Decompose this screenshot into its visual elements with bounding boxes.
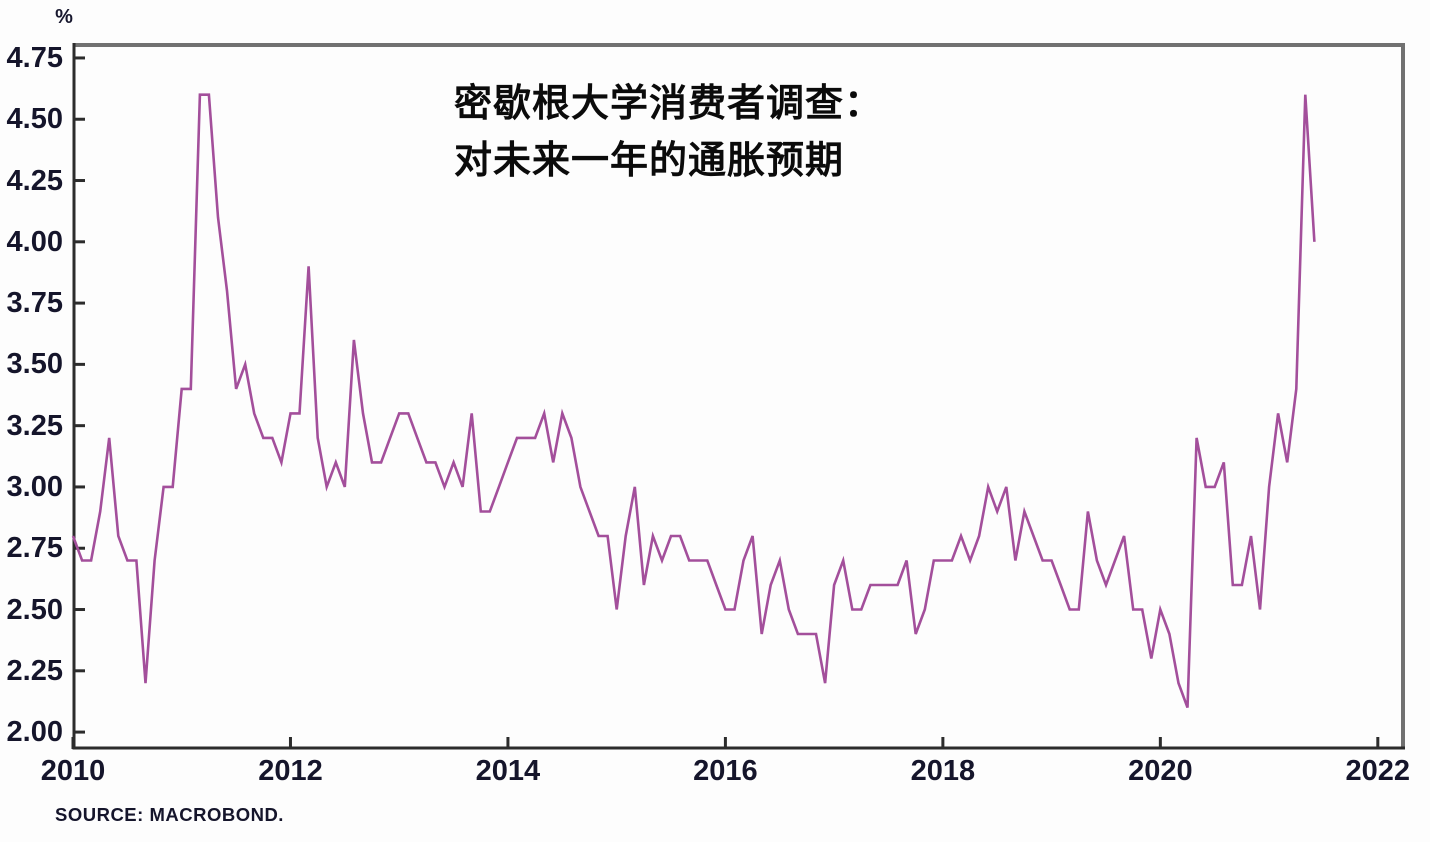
y-tick-label: 2.50 — [6, 593, 63, 626]
y-tick-label: 3.75 — [6, 287, 63, 320]
source-note: SOURCE: MACROBOND. — [55, 804, 284, 825]
y-tick-label: 3.00 — [6, 470, 63, 503]
x-tick-label: 2016 — [693, 755, 758, 787]
plot-frame-top-right — [73, 43, 1405, 749]
chart-title-line2: 对未来一年的通胀预期 — [454, 140, 845, 182]
x-tick-label: 2020 — [1128, 755, 1193, 787]
y-tick-label: 4.00 — [6, 225, 63, 258]
y-tick-label: 3.25 — [6, 409, 63, 442]
y-tick-label: 2.75 — [6, 532, 63, 565]
x-tick-label: 2014 — [475, 755, 541, 787]
y-axis-unit-label: % — [55, 6, 73, 28]
y-tick-label: 3.50 — [6, 348, 63, 381]
chart-title: 密歇根大学消费者调查： 对未来一年的通胀预期 — [454, 76, 883, 190]
x-tick-label: 2010 — [40, 755, 106, 787]
x-tick-label: 2018 — [910, 755, 976, 787]
y-tick-label: 2.25 — [6, 654, 63, 687]
y-tick-label: 4.25 — [6, 164, 63, 197]
x-tick-label: 2012 — [258, 755, 323, 787]
x-tick-label: 2022 — [1345, 755, 1411, 787]
y-tick-label: 2.00 — [6, 716, 63, 749]
y-tick-label: 4.75 — [6, 41, 63, 74]
chart-title-line1: 密歇根大学消费者调查： — [454, 83, 884, 125]
y-tick-label: 4.50 — [6, 103, 63, 136]
inflation-expectation-line — [71, 93, 1316, 709]
